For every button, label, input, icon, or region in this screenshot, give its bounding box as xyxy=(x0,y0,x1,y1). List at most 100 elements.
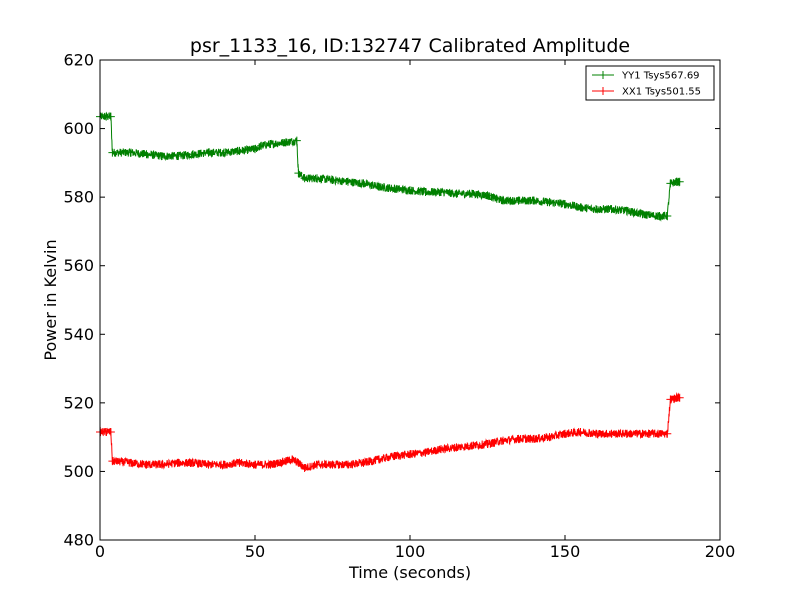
data-point xyxy=(492,194,501,203)
data-point xyxy=(173,458,182,467)
series-line xyxy=(99,391,681,472)
data-point xyxy=(638,429,647,438)
data-point xyxy=(468,441,476,450)
data-point xyxy=(483,191,492,200)
data-point xyxy=(499,436,507,445)
data-point xyxy=(607,205,616,214)
y-tick-label: 580 xyxy=(63,188,94,207)
y-tick-label: 620 xyxy=(63,51,94,70)
data-point xyxy=(106,112,115,121)
data-point xyxy=(235,458,244,467)
y-tick-label: 540 xyxy=(63,325,94,344)
data-point xyxy=(300,464,309,472)
data-point xyxy=(437,445,445,454)
data-point xyxy=(390,184,399,193)
data-point xyxy=(158,460,166,469)
data-point xyxy=(344,177,352,186)
y-tick-label: 480 xyxy=(63,531,94,550)
data-point xyxy=(421,188,430,196)
series-line xyxy=(99,111,681,222)
y-axis-title: Power in Kelvin xyxy=(41,239,60,360)
y-tick-label: 560 xyxy=(63,256,94,275)
data-point xyxy=(623,206,631,215)
data-point xyxy=(106,428,115,436)
x-axis-title: Time (seconds) xyxy=(348,563,471,582)
data-point xyxy=(344,460,352,469)
data-point xyxy=(530,196,538,205)
data-point xyxy=(292,136,301,145)
data-point xyxy=(514,196,523,205)
data-point xyxy=(204,148,213,157)
y-tick-label: 500 xyxy=(63,462,94,481)
data-point xyxy=(313,460,321,469)
x-tick-label: 100 xyxy=(395,542,426,561)
data-point xyxy=(266,140,275,148)
data-point xyxy=(607,429,616,438)
data-point xyxy=(406,450,414,459)
data-point xyxy=(421,448,430,457)
data-point xyxy=(663,429,672,438)
data-point xyxy=(530,434,538,443)
data-point xyxy=(437,188,445,196)
data-point xyxy=(108,457,117,466)
data-point xyxy=(173,152,182,160)
data-point xyxy=(666,179,675,188)
data-point xyxy=(663,212,672,220)
data-point xyxy=(359,458,368,467)
data-point xyxy=(142,150,151,159)
data-point xyxy=(300,174,309,183)
data-point xyxy=(204,460,213,469)
data-point xyxy=(452,443,461,452)
x-tick-label: 0 xyxy=(95,542,105,561)
data-point xyxy=(545,198,554,207)
data-point xyxy=(452,189,461,198)
data-point xyxy=(235,146,244,155)
y-tick-label: 600 xyxy=(63,119,94,138)
data-point xyxy=(592,205,600,214)
data-point xyxy=(576,203,585,212)
data-point xyxy=(108,148,117,157)
data-point xyxy=(359,179,368,188)
data-point xyxy=(251,145,259,154)
data-point xyxy=(406,186,414,195)
x-tick-label: 200 xyxy=(705,542,736,561)
legend: YY1 Tsys567.69 XX1 Tsys501.55 xyxy=(585,65,715,101)
data-point xyxy=(638,210,647,219)
data-point xyxy=(390,452,399,460)
series-layer xyxy=(96,111,684,472)
data-point xyxy=(282,457,290,466)
data-point xyxy=(514,434,523,443)
data-point xyxy=(499,196,507,205)
data-point xyxy=(158,152,166,160)
data-point xyxy=(468,189,476,198)
data-point xyxy=(654,429,662,438)
data-point xyxy=(561,429,569,438)
data-point xyxy=(675,393,684,402)
data-point xyxy=(257,141,266,150)
data-point xyxy=(189,150,197,159)
data-point xyxy=(592,429,600,438)
data-point xyxy=(576,428,585,436)
y-tick-label: 520 xyxy=(63,393,94,412)
data-point xyxy=(142,460,151,469)
data-point xyxy=(127,148,135,157)
data-point xyxy=(220,148,228,157)
x-tick-label: 150 xyxy=(550,542,581,561)
data-point xyxy=(675,177,684,186)
series-0 xyxy=(96,111,684,222)
data-point xyxy=(282,138,290,147)
series-1 xyxy=(96,391,684,472)
data-point xyxy=(294,458,303,467)
legend-label-xx1: XX1 Tsys501.55 xyxy=(622,87,701,98)
data-point xyxy=(266,460,275,469)
legend-label-yy1: YY1 Tsys567.69 xyxy=(621,71,700,82)
data-point xyxy=(654,212,662,220)
chart-title: psr_1133_16, ID:132747 Calibrated Amplit… xyxy=(190,35,630,57)
ticks-layer: 0 50 100 150 200 480 500 520 540 560 580 600 620 xyxy=(63,51,735,562)
legend-box xyxy=(585,65,715,101)
data-point xyxy=(545,433,554,442)
data-point xyxy=(666,395,675,404)
data-point xyxy=(561,200,569,208)
data-point xyxy=(375,182,383,191)
